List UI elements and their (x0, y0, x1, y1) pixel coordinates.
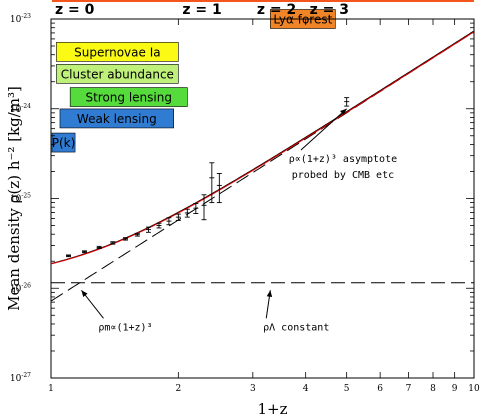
x-tick-label: 4 (303, 384, 309, 394)
probe-band-p-k-label: P(k) (52, 136, 76, 150)
probe-band-strong-lensing (69, 87, 188, 107)
annotation-label: probed by CMB etc (292, 170, 394, 181)
annotation-label: ρ∝(1+z)³ asymptote (289, 154, 397, 165)
data-point (344, 97, 350, 107)
redshift-marker: z = 2 (257, 2, 296, 18)
probe-band-supernovae-ia-label: Supernovae Ia (74, 45, 160, 59)
data-point (209, 162, 215, 204)
data-point (175, 213, 181, 221)
data-point (122, 237, 128, 241)
probe-band-p-k (51, 132, 76, 153)
x-tick-label: 5 (344, 384, 350, 394)
data-point (201, 194, 207, 221)
probe-band-weak-lensing (59, 108, 174, 129)
probe-band-strong-lensing-label: Strong lensing (85, 91, 172, 105)
tick-labels: 10-27 10-26 10-25 10-24 10-23 1 2 3 4 5 6 7 8 9 10 z = … (5, 2, 480, 418)
probe-band-cluster-abundance-label: Cluster abundance (61, 67, 174, 81)
y-tick-label: 10-23 (10, 13, 31, 25)
annotation-label: ρm∝(1+z)³ (98, 322, 152, 333)
x-axis-title: 1+z (257, 400, 287, 418)
x-tick-label: 6 (377, 384, 383, 394)
annotations: ρ∝(1+z)³ asymptote probed by CMB etc ρm∝(1… (81, 108, 397, 333)
x-tick-label: 2 (175, 384, 181, 394)
data-point (184, 208, 190, 218)
x-tick-label: 8 (430, 384, 436, 394)
probe-bands: Cosmic microwave background fluctuations… (51, 0, 474, 153)
x-tick-label: 7 (406, 384, 412, 394)
probe-band-cosmic-microwave-background-fluctuations (52, 0, 474, 2)
annotation-label: ρΛ constant (263, 322, 329, 333)
data-point (134, 232, 140, 237)
x-tick-label: 1 (48, 384, 54, 394)
probe-band-weak-lensing-label: Weak lensing (77, 112, 157, 126)
data-point (193, 203, 199, 214)
y-tick-label: 10-27 (10, 372, 31, 384)
x-tick-label: 9 (452, 384, 458, 394)
y-tick-label: 10-26 (10, 282, 31, 294)
arrow-head (81, 290, 88, 298)
arrow-head (266, 290, 273, 298)
data-point (145, 226, 151, 233)
data-point (81, 250, 87, 254)
y-tick-label: 10-25 (10, 193, 31, 205)
data-point (216, 173, 222, 204)
data-point (96, 245, 102, 249)
axis-frame (50, 18, 475, 379)
redshift-marker: z = 1 (182, 2, 221, 18)
data-point (156, 222, 162, 229)
probe-band-supernovae-ia (56, 42, 179, 62)
annotation-arrow (300, 108, 347, 151)
total-density-line-red (50, 31, 475, 265)
x-tick-label: 10 (468, 384, 480, 394)
rho-matter-line (50, 31, 475, 302)
probe-band-cluster-abundance (56, 64, 179, 84)
y-tick-label: 10-24 (10, 103, 31, 115)
redshift-marker: z = 3 (310, 2, 349, 18)
curves (50, 30, 475, 302)
data-point (66, 254, 72, 258)
data-point (166, 217, 172, 226)
y-axis-title: Mean density ρ(z) h⁻² [kg/m³] (5, 86, 23, 311)
arrow-head (340, 108, 347, 116)
x-tick-label: 3 (250, 384, 256, 394)
data-points (66, 97, 350, 258)
data-point (110, 241, 116, 245)
redshift-marker: z = 0 (55, 2, 95, 18)
